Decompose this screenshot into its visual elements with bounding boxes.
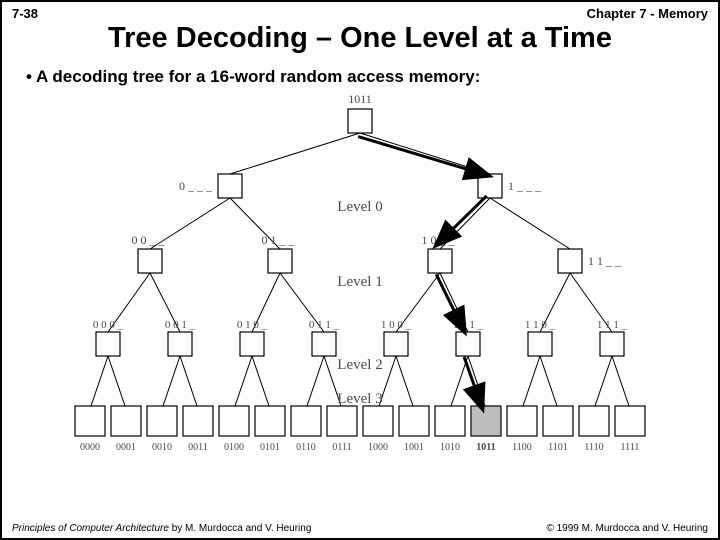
svg-text:1010: 1010	[440, 442, 460, 453]
svg-text:0100: 0100	[224, 442, 244, 453]
footer-right: © 1999 M. Murdocca and V. Heuring	[546, 523, 708, 534]
svg-text:Level 2: Level 2	[337, 357, 382, 373]
svg-text:1001: 1001	[404, 442, 424, 453]
svg-text:0 0 1 _: 0 0 1 _	[165, 319, 196, 331]
svg-text:1011: 1011	[348, 92, 372, 106]
svg-text:1000: 1000	[368, 442, 388, 453]
page-number: 7-38	[12, 6, 38, 21]
svg-text:0011: 0011	[188, 442, 208, 453]
svg-text:1 1 0 _: 1 1 0 _	[525, 319, 556, 331]
tree-svg: 10110 _ _ _1 _ _ _0 0 _ _0 1 _ _1 0 _ _1…	[60, 91, 660, 471]
svg-text:0 1 1 _: 0 1 1 _	[309, 319, 340, 331]
slide-footer: Principles of Computer Architecture by M…	[12, 523, 708, 534]
svg-text:1110: 1110	[584, 442, 603, 453]
tree-diagram: 10110 _ _ _1 _ _ _0 0 _ _0 1 _ _1 0 _ _1…	[60, 91, 660, 471]
svg-text:0 1 0 _: 0 1 0 _	[237, 319, 268, 331]
svg-text:0010: 0010	[152, 442, 172, 453]
svg-text:1 0 0 _: 1 0 0 _	[381, 319, 412, 331]
svg-text:Level 1: Level 1	[337, 274, 382, 290]
svg-text:0 _ _ _: 0 _ _ _	[179, 179, 213, 193]
svg-text:1100: 1100	[512, 442, 532, 453]
chapter-label: Chapter 7 - Memory	[587, 6, 708, 21]
book-title: Principles of Computer Architecture	[12, 523, 169, 534]
slide-header: 7-38 Chapter 7 - Memory	[2, 2, 718, 21]
bullet-text: A decoding tree for a 16-word random acc…	[2, 61, 718, 91]
svg-text:0001: 0001	[116, 442, 136, 453]
svg-text:1011: 1011	[476, 442, 495, 453]
svg-text:Level 3: Level 3	[337, 391, 382, 407]
svg-text:0111: 0111	[332, 442, 351, 453]
svg-text:1 1 _ _: 1 1 _ _	[588, 254, 622, 268]
book-authors: by M. Murdocca and V. Heuring	[169, 523, 311, 534]
svg-text:Level 0: Level 0	[337, 199, 382, 215]
slide-title: Tree Decoding – One Level at a Time	[2, 21, 718, 61]
svg-text:1 _ _ _: 1 _ _ _	[508, 179, 542, 193]
svg-text:0 1 _ _: 0 1 _ _	[262, 233, 296, 247]
svg-text:1101: 1101	[548, 442, 568, 453]
svg-text:0 0 _ _: 0 0 _ _	[132, 233, 166, 247]
footer-left: Principles of Computer Architecture by M…	[12, 523, 311, 534]
svg-text:1 1 1 _: 1 1 1 _	[597, 319, 628, 331]
svg-text:0 0 0 _: 0 0 0 _	[93, 319, 124, 331]
slide: 7-38 Chapter 7 - Memory Tree Decoding – …	[0, 0, 720, 540]
svg-text:0101: 0101	[260, 442, 280, 453]
svg-text:0110: 0110	[296, 442, 316, 453]
svg-text:0000: 0000	[80, 442, 100, 453]
svg-text:1111: 1111	[621, 442, 640, 453]
